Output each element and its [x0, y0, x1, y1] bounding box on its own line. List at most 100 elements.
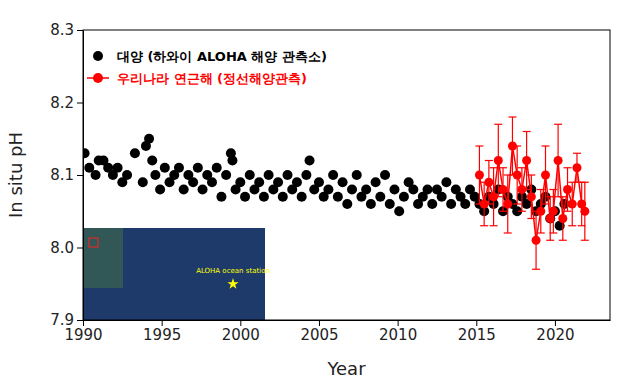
legend-entry: 우리나라 연근해 (정선해양관측) [87, 71, 307, 86]
error-bar [532, 211, 540, 269]
data-point [122, 170, 132, 180]
data-point [235, 177, 245, 187]
data-point [254, 177, 264, 187]
data-point [278, 192, 288, 202]
data-point [193, 163, 203, 173]
error-bar-cap [581, 240, 589, 241]
data-point [375, 192, 385, 202]
data-point [408, 185, 418, 195]
data-point [273, 177, 283, 187]
series [83, 134, 569, 231]
tick: 2010 [379, 320, 417, 344]
error-bar [513, 146, 521, 204]
error-bar-cap [549, 232, 557, 233]
error-bar-cap [559, 196, 567, 197]
data-point [446, 199, 456, 209]
error-bar-cap [542, 203, 550, 204]
data-point [179, 185, 189, 195]
error-bar-cap [518, 167, 526, 168]
error-bar-cap [480, 225, 488, 226]
tick-label: 7.9 [50, 311, 74, 329]
data-point [527, 192, 536, 201]
error-bar-cap [573, 153, 581, 154]
data-point [503, 200, 512, 209]
error-bar-cap [568, 225, 576, 226]
tick-mark [77, 103, 83, 104]
data-point [259, 192, 269, 202]
data-point [240, 192, 250, 202]
data-point [508, 142, 517, 151]
error-bar-cap [537, 189, 545, 190]
inset-star [227, 278, 238, 289]
tick: 7.9 [50, 311, 83, 329]
error-bar [475, 146, 483, 204]
error-bar-cap [537, 232, 545, 233]
error-bar-cap [504, 232, 512, 233]
error-bar [490, 168, 498, 226]
tick-label: 1995 [143, 326, 181, 344]
data-point [522, 156, 531, 165]
legend-marker [93, 73, 103, 83]
tick: 8.0 [50, 239, 83, 257]
data-point [380, 170, 390, 180]
error-bar-cap [499, 167, 507, 168]
data-point [323, 185, 333, 195]
data-point [427, 199, 437, 209]
error-bar-cap [508, 116, 516, 117]
data-point [494, 156, 503, 165]
data-point [347, 185, 357, 195]
data-point [536, 207, 545, 216]
data-point [216, 192, 226, 202]
tick: 8.3 [50, 21, 83, 39]
error-bar-cap [490, 167, 498, 168]
data-point [155, 185, 165, 195]
data-point [389, 185, 399, 195]
data-point [292, 177, 302, 187]
data-point [558, 214, 567, 223]
data-point [264, 170, 274, 180]
data-point [333, 192, 343, 202]
data-point [338, 177, 348, 187]
data-point [113, 163, 123, 173]
error-bar-cap [485, 160, 493, 161]
error-bar [542, 146, 550, 204]
tick-label: 2010 [379, 326, 417, 344]
tick-mark [77, 320, 83, 321]
error-bar-cap [490, 225, 498, 226]
data-point [160, 163, 170, 173]
data-point [423, 185, 433, 195]
error-bar-cap [549, 189, 557, 190]
data-point [437, 192, 447, 202]
tick-label: 2005 [300, 326, 338, 344]
data-point [441, 177, 451, 187]
data-point [188, 177, 198, 187]
annotation: ALOHA ocean station [196, 267, 270, 275]
tick: 2015 [458, 320, 496, 344]
legend-entry: 대양 (하와이 ALOHA 해양 관측소) [93, 49, 327, 64]
data-point [221, 170, 231, 180]
data-point [517, 185, 526, 194]
error-bar-cap [527, 218, 535, 219]
data-point [212, 163, 222, 173]
error-bar-cap [499, 211, 507, 212]
tick-mark [77, 248, 83, 249]
tick: 2000 [222, 320, 260, 344]
data-point [532, 236, 541, 245]
data-point [399, 192, 409, 202]
error-bar [549, 190, 557, 234]
data-point [394, 206, 404, 216]
data-point [283, 170, 293, 180]
data-point [305, 156, 315, 166]
legend-label: 대양 (하와이 ALOHA 해양 관측소) [117, 49, 327, 64]
data-point [489, 192, 498, 201]
error-bar [537, 190, 545, 234]
error-bar-cap [494, 124, 502, 125]
error-bar [573, 153, 581, 182]
error-bar [581, 182, 589, 240]
error-bar-cap [527, 174, 535, 175]
tick: 1995 [143, 320, 181, 344]
data-point [91, 170, 101, 180]
inset-region-box [89, 238, 98, 247]
tick-label: 8.0 [50, 239, 74, 257]
data-point [227, 156, 237, 166]
